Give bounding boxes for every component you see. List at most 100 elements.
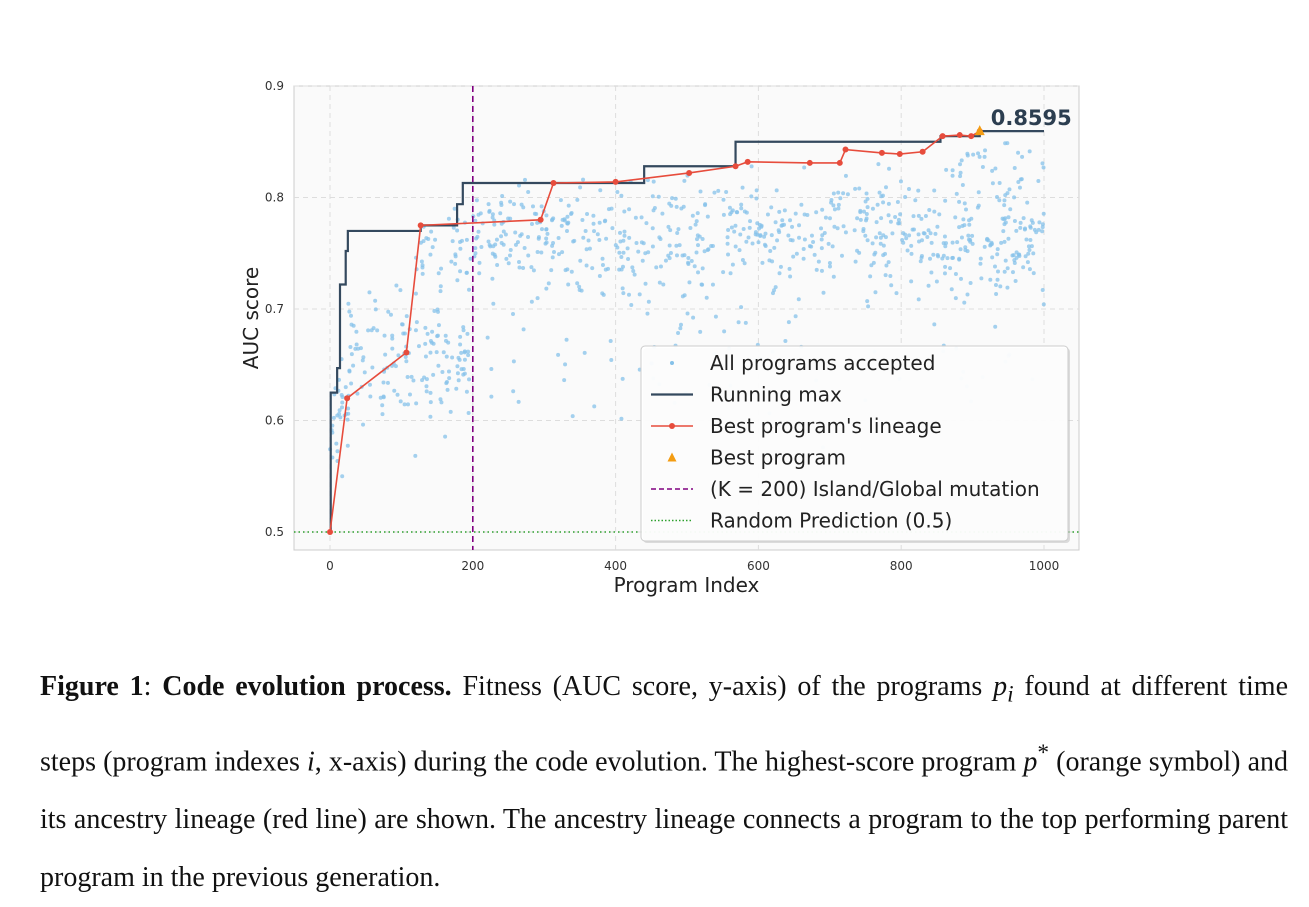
scatter-point <box>348 345 353 350</box>
scatter-point <box>650 194 655 199</box>
scatter-point <box>773 285 778 290</box>
scatter-point <box>888 219 893 224</box>
scatter-point <box>673 196 678 201</box>
caption-sub-i: i <box>1007 681 1014 708</box>
scatter-point <box>945 256 950 261</box>
scatter-point <box>823 215 828 220</box>
scatter-point <box>610 226 615 231</box>
scatter-point <box>550 243 555 248</box>
scatter-point <box>1041 165 1046 170</box>
scatter-point <box>493 242 498 247</box>
scatter-point <box>916 213 921 218</box>
scatter-point <box>386 309 391 314</box>
scatter-point <box>1003 220 1008 225</box>
scatter-point <box>877 231 882 236</box>
scatter-point <box>557 252 562 257</box>
scatter-point <box>523 177 528 182</box>
scatter-point <box>486 202 491 207</box>
scatter-point <box>545 231 550 236</box>
caption-var-p: p <box>993 671 1008 702</box>
scatter-point <box>516 399 521 404</box>
scatter-point <box>544 240 549 245</box>
scatter-point <box>866 304 871 309</box>
scatter-point <box>883 273 888 278</box>
scatter-point <box>517 265 522 270</box>
scatter-point <box>897 221 902 226</box>
scatter-point <box>402 331 407 336</box>
scatter-point <box>501 242 506 247</box>
scatter-point <box>874 220 879 225</box>
scatter-point <box>658 236 663 241</box>
caption-sup-star: * <box>1037 739 1050 766</box>
scatter-point <box>1012 261 1017 266</box>
scatter-point <box>682 178 687 183</box>
scatter-point <box>582 350 587 355</box>
scatter-point <box>943 198 948 203</box>
scatter-point <box>695 211 700 216</box>
scatter-point <box>933 231 938 236</box>
scatter-point <box>563 362 568 367</box>
scatter-point <box>608 339 613 344</box>
scatter-point <box>544 236 549 241</box>
lineage-point <box>537 216 544 223</box>
scatter-point <box>423 354 428 359</box>
scatter-point <box>936 254 941 259</box>
scatter-point <box>926 228 931 233</box>
scatter-point <box>773 220 778 225</box>
scatter-point <box>551 250 556 255</box>
scatter-point <box>446 216 451 221</box>
scatter-point <box>550 255 555 260</box>
scatter-point <box>423 325 428 330</box>
scatter-point <box>636 249 641 254</box>
scatter-point <box>361 422 366 427</box>
scatter-point <box>794 251 799 256</box>
scatter-point <box>360 358 365 363</box>
scatter-point <box>626 292 631 297</box>
scatter-point <box>746 235 751 240</box>
scatter-point <box>881 243 886 248</box>
scatter-point <box>925 235 930 240</box>
scatter-point <box>970 241 975 246</box>
scatter-point <box>380 403 385 408</box>
scatter-point <box>645 311 650 316</box>
scatter-point <box>819 268 824 273</box>
scatter-point <box>1006 236 1011 241</box>
scatter-point <box>950 173 955 178</box>
scatter-point <box>536 235 541 240</box>
scatter-point <box>544 213 549 218</box>
scatter-point <box>349 352 354 357</box>
scatter-point <box>461 372 466 377</box>
scatter-point <box>976 151 981 156</box>
scatter-point <box>687 280 692 285</box>
scatter-point <box>440 369 445 374</box>
scatter-point <box>702 249 707 254</box>
scatter-point <box>864 211 869 216</box>
scatter-point <box>736 320 741 325</box>
scatter-point <box>710 282 715 287</box>
scatter-point <box>728 271 733 276</box>
scatter-point <box>516 260 521 265</box>
scatter-point <box>414 320 419 325</box>
scatter-point <box>879 216 884 221</box>
scatter-point <box>356 346 361 351</box>
scatter-point <box>835 226 840 231</box>
lineage-point <box>417 222 424 229</box>
scatter-point <box>928 256 933 261</box>
scatter-point <box>586 238 591 243</box>
scatter-point <box>920 238 925 243</box>
scatter-point <box>895 200 900 205</box>
scatter-point <box>827 260 832 265</box>
scatter-point <box>726 252 731 257</box>
scatter-point <box>769 205 774 210</box>
scatter-point <box>436 271 441 276</box>
scatter-point <box>512 202 517 207</box>
scatter-point <box>603 267 608 272</box>
scatter-point <box>929 270 934 275</box>
scatter-point <box>343 385 348 390</box>
scatter-point <box>661 282 666 287</box>
scatter-point <box>957 199 962 204</box>
scatter-point <box>983 148 988 153</box>
scatter-point <box>459 238 464 243</box>
scatter-point <box>621 291 626 296</box>
scatter-point <box>346 411 351 416</box>
